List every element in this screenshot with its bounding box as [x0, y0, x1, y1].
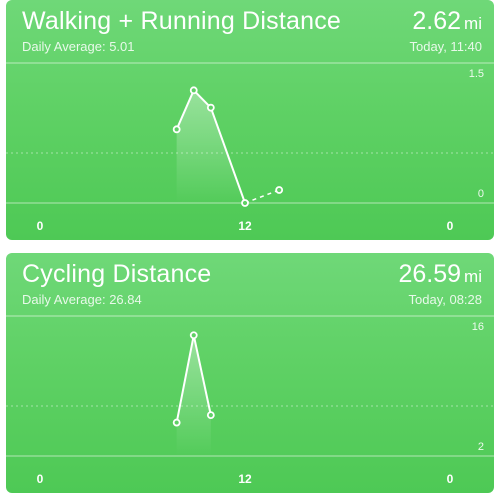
- y-tick-label: 2: [478, 441, 484, 453]
- timestamp: Today, 08:28: [408, 292, 482, 307]
- y-tick-label: 0: [478, 188, 484, 200]
- y-tick-label: 16: [472, 321, 484, 333]
- data-point: [206, 103, 215, 112]
- distance-unit: mi: [464, 14, 482, 33]
- distance-number: 2.62: [412, 7, 462, 35]
- x-tick-label: 12: [238, 472, 252, 486]
- data-point: [189, 331, 198, 340]
- card-title: Cycling Distance: [22, 260, 212, 288]
- cycling-card[interactable]: 16 2 0 12 0 Cycling Distance Daily Average: …: [6, 253, 494, 493]
- area-fill: [176, 335, 211, 456]
- x-tick-label: 0: [37, 472, 44, 486]
- distance-value: 2.62 mi: [412, 7, 482, 36]
- daily-average: Daily Average: 5.01: [22, 39, 135, 54]
- data-point: [275, 186, 284, 194]
- cycling-chart: 16 2 0 12 0: [6, 315, 494, 486]
- daily-average: Daily Average: 26.84: [22, 292, 142, 307]
- x-tick-label: 0: [447, 472, 454, 486]
- walking-running-card[interactable]: 1.5 0 0 12 0 Walking + Running Distance Dail…: [6, 0, 494, 240]
- x-tick-label: 0: [447, 219, 454, 233]
- data-point: [206, 411, 215, 420]
- data-point: [189, 86, 198, 95]
- area-fill: [176, 90, 245, 203]
- distance-unit: mi: [464, 267, 482, 286]
- series-line-dashed: [244, 189, 280, 204]
- x-tick-label: 0: [37, 219, 44, 233]
- distance-value: 26.59 mi: [398, 260, 482, 289]
- data-point: [241, 199, 249, 207]
- timestamp: Today, 11:40: [409, 39, 482, 54]
- data-point: [172, 418, 181, 427]
- data-point: [172, 125, 181, 134]
- series-line: [175, 89, 246, 204]
- distance-number: 26.59: [398, 260, 462, 288]
- walking-running-chart: 1.5 0 0 12 0: [6, 62, 494, 233]
- x-tick-label: 12: [238, 219, 252, 233]
- card-title: Walking + Running Distance: [22, 7, 342, 35]
- y-tick-label: 1.5: [469, 68, 484, 80]
